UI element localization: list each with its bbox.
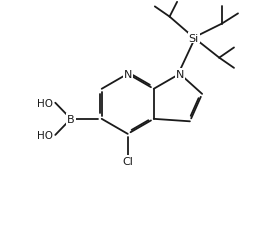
Text: HO: HO [37,130,53,140]
Text: B: B [67,114,75,124]
Text: N: N [123,69,132,79]
Text: N: N [176,69,184,79]
Text: Si: Si [188,33,199,43]
Text: Cl: Cl [122,157,133,166]
Text: HO: HO [37,98,53,108]
